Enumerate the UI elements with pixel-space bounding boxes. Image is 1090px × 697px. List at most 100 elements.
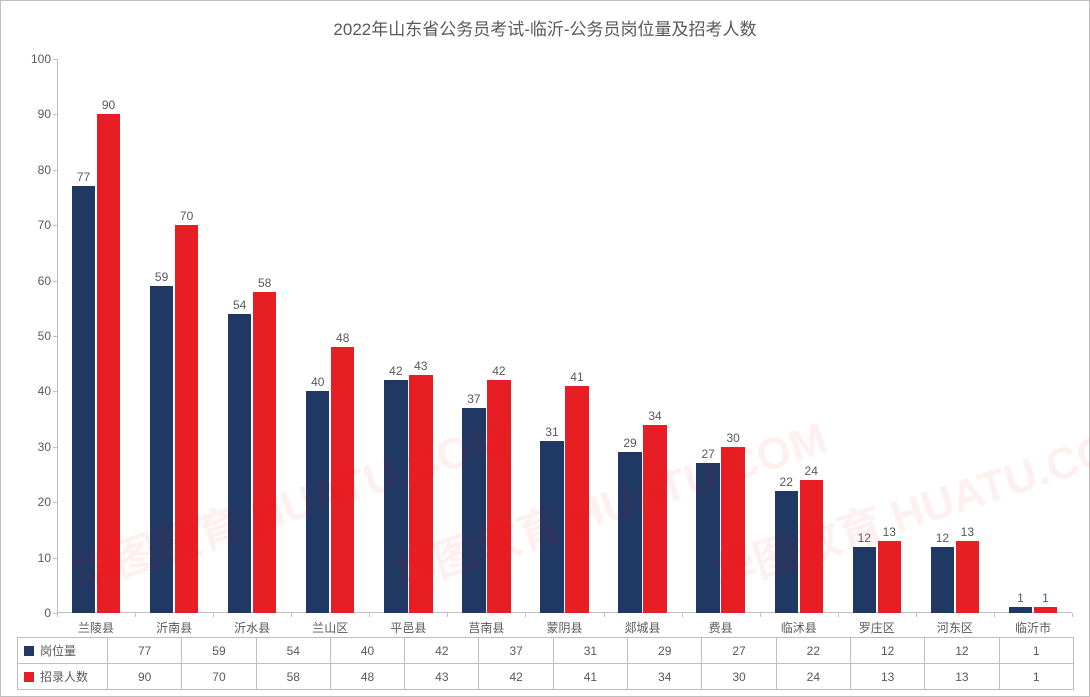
y-tick-mark <box>53 558 57 559</box>
bar-value-label: 30 <box>713 431 753 445</box>
bar <box>853 547 876 613</box>
category-group: 3742莒南县 <box>447 59 525 613</box>
bar <box>228 314 251 613</box>
bar-value-label: 58 <box>245 276 285 290</box>
data-table: 岗位量7759544042373129272212121招录人数90705848… <box>17 637 1073 690</box>
table-cell: 29 <box>628 638 702 664</box>
y-tick-mark <box>53 336 57 337</box>
bar <box>409 375 432 613</box>
bar <box>696 463 719 613</box>
category-group: 1213罗庄区 <box>838 59 916 613</box>
x-category-label: 沂水县 <box>212 613 292 636</box>
chart-title: 2022年山东省公务员考试-临沂-公务员岗位量及招考人数 <box>1 15 1089 40</box>
bar <box>462 408 485 613</box>
table-cell: 13 <box>850 664 924 690</box>
bar <box>306 391 329 613</box>
table-cell: 13 <box>925 664 999 690</box>
category-group: 5458沂水县 <box>213 59 291 613</box>
table-cell: 43 <box>405 664 479 690</box>
table-row: 岗位量7759544042373129272212121 <box>18 638 1074 664</box>
category-group: 1213河东区 <box>916 59 994 613</box>
category-group: 11临沂市 <box>994 59 1072 613</box>
bar-value-label: 13 <box>947 525 987 539</box>
bar <box>540 441 563 613</box>
bar-value-label: 41 <box>557 370 597 384</box>
y-tick-mark <box>53 447 57 448</box>
table-cell: 1 <box>999 664 1073 690</box>
table-cell: 42 <box>479 664 553 690</box>
bar-value-label: 1 <box>1025 591 1065 605</box>
y-tick-mark <box>53 170 57 171</box>
data-values-table: 岗位量7759544042373129272212121招录人数90705848… <box>17 637 1074 690</box>
bar <box>384 380 407 613</box>
table-cell: 58 <box>256 664 330 690</box>
series-name: 岗位量 <box>40 642 76 659</box>
x-category-label: 费县 <box>681 613 761 636</box>
y-tick-mark <box>53 391 57 392</box>
table-cell: 59 <box>182 638 256 664</box>
plot-area: 7790兰陵县5970沂南县5458沂水县4048兰山区4243平邑县3742莒… <box>57 59 1072 613</box>
legend-cell: 招录人数 <box>18 668 107 685</box>
category-group: 2224临沭县 <box>760 59 838 613</box>
x-category-label: 郯城县 <box>603 613 683 636</box>
bar-value-label: 70 <box>167 209 207 223</box>
x-category-label: 沂南县 <box>134 613 214 636</box>
category-group: 5970沂南县 <box>135 59 213 613</box>
category-group: 4048兰山区 <box>291 59 369 613</box>
legend-cell: 岗位量 <box>18 642 107 659</box>
bar-value-label: 34 <box>635 409 675 423</box>
table-cell: 42 <box>405 638 479 664</box>
y-tick-mark <box>53 59 57 60</box>
x-category-label: 临沭县 <box>759 613 839 636</box>
bar-value-label: 43 <box>401 359 441 373</box>
x-category-label: 河东区 <box>915 613 995 636</box>
table-cell: 24 <box>776 664 850 690</box>
category-group: 3141蒙阴县 <box>525 59 603 613</box>
table-row: 招录人数9070584843424134302413131 <box>18 664 1074 690</box>
bar-value-label: 13 <box>869 525 909 539</box>
bar <box>175 225 198 613</box>
x-category-label: 莒南县 <box>446 613 526 636</box>
bar <box>643 425 666 613</box>
table-cell: 77 <box>108 638 182 664</box>
bar <box>331 347 354 613</box>
legend-swatch <box>24 646 34 656</box>
bar-value-label: 90 <box>89 98 129 112</box>
category-group: 2934郯城县 <box>604 59 682 613</box>
bar <box>487 380 510 613</box>
bar <box>721 447 744 613</box>
category-group: 7790兰陵县 <box>57 59 135 613</box>
table-cell: 30 <box>702 664 776 690</box>
y-tick-mark <box>53 502 57 503</box>
table-cell: 34 <box>628 664 702 690</box>
table-cell: 1 <box>999 638 1073 664</box>
bar <box>253 292 276 613</box>
x-tick-mark <box>1072 613 1073 617</box>
table-cell: 70 <box>182 664 256 690</box>
table-cell: 12 <box>925 638 999 664</box>
table-cell: 90 <box>108 664 182 690</box>
x-category-label: 蒙阴县 <box>524 613 604 636</box>
bar <box>956 541 979 613</box>
bar <box>150 286 173 613</box>
bar <box>931 547 954 613</box>
y-tick-mark <box>53 613 57 614</box>
bar-value-label: 48 <box>323 331 363 345</box>
bar <box>775 491 798 613</box>
table-cell: 31 <box>553 638 627 664</box>
bar-value-label: 42 <box>479 364 519 378</box>
table-cell: 27 <box>702 638 776 664</box>
x-category-label: 兰山区 <box>290 613 370 636</box>
bar <box>72 186 95 613</box>
x-tick-mark <box>57 613 58 617</box>
bar-value-label: 24 <box>791 464 831 478</box>
series-name: 招录人数 <box>40 668 88 685</box>
chart-container: 2022年山东省公务员考试-临沂-公务员岗位量及招考人数 7790兰陵县5970… <box>0 0 1090 697</box>
bar <box>800 480 823 613</box>
y-tick-mark <box>53 281 57 282</box>
table-cell: 40 <box>330 638 404 664</box>
x-category-label: 罗庄区 <box>837 613 917 636</box>
bar <box>97 114 120 613</box>
x-category-label: 临沂市 <box>993 613 1073 636</box>
x-category-label: 平邑县 <box>368 613 448 636</box>
